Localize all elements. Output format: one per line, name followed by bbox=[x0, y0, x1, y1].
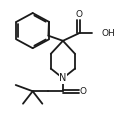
Text: O: O bbox=[80, 87, 87, 96]
Text: O: O bbox=[75, 10, 82, 19]
Text: OH: OH bbox=[102, 29, 115, 38]
Text: N: N bbox=[59, 73, 67, 83]
